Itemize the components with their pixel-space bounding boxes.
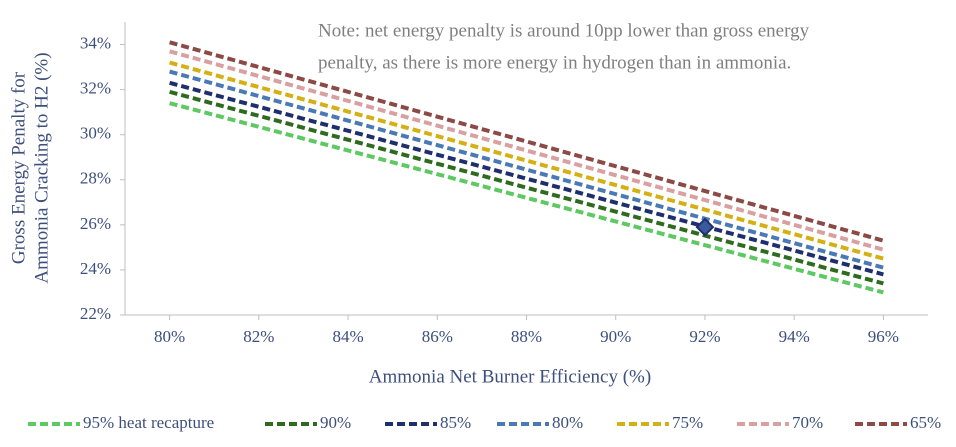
note: Note: net energy penalty is around 10pp …: [318, 20, 810, 41]
y-tick-label: 24%: [80, 259, 111, 278]
x-tick-label: 84%: [332, 327, 363, 346]
x-axis-title: Ammonia Net Burner Efficiency (%): [369, 366, 651, 387]
x-tick-label: 88%: [511, 327, 542, 346]
legend-label: 70%: [792, 413, 823, 432]
y-axis-title: Gross Energy Penalty for: [8, 71, 29, 264]
y-tick-label: 22%: [80, 304, 111, 323]
x-tick-label: 82%: [243, 327, 274, 346]
y-tick-label: 30%: [80, 124, 111, 143]
series-line: [169, 40, 884, 243]
y-tick-label: 28%: [80, 169, 111, 188]
x-tick-label: 92%: [689, 327, 720, 346]
legend-label: 65%: [910, 413, 941, 432]
legend-label: 90%: [320, 413, 351, 432]
series-line: [169, 49, 884, 252]
x-tick-label: 80%: [154, 327, 185, 346]
legend-label: 95% heat recapture: [83, 413, 214, 432]
y-tick-label: 26%: [80, 214, 111, 233]
x-tick-label: 90%: [600, 327, 631, 346]
series-line: [169, 80, 884, 277]
legend-label: 85%: [440, 413, 471, 432]
y-axis-title: Ammonia Cracking to H2 (%): [31, 52, 52, 283]
series-line: [169, 60, 884, 261]
series-line: [169, 101, 884, 295]
y-tick-label: 34%: [80, 33, 111, 52]
series-line: [169, 69, 884, 270]
note: penalty, as there is more energy in hydr…: [318, 52, 791, 73]
x-tick-label: 94%: [779, 327, 810, 346]
legend-label: 75%: [672, 413, 703, 432]
legend-label: 80%: [552, 413, 583, 432]
marker: [695, 217, 715, 237]
x-tick-label: 96%: [868, 327, 899, 346]
x-tick-label: 86%: [422, 327, 453, 346]
series-line: [169, 89, 884, 286]
y-tick-label: 32%: [80, 79, 111, 98]
